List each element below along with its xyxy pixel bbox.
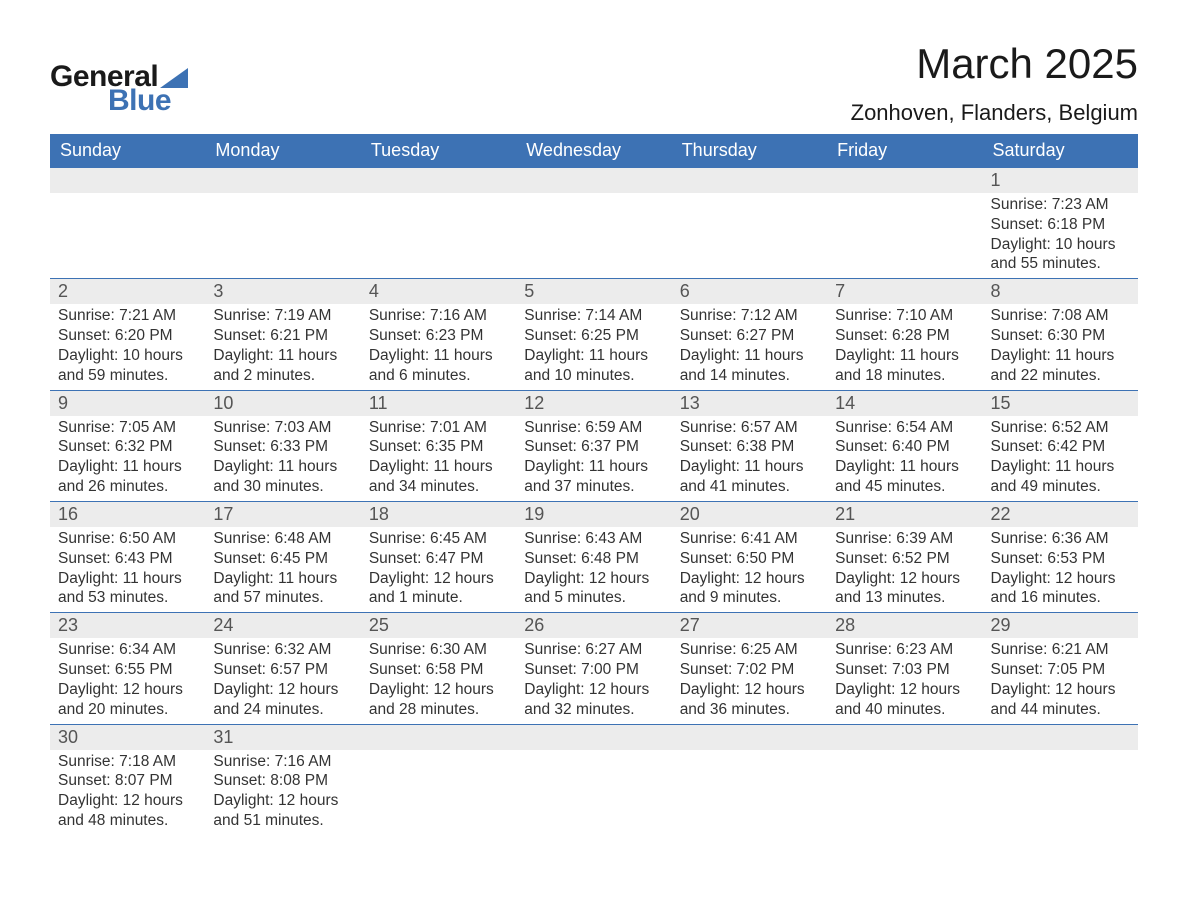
day-number: 24 bbox=[205, 613, 360, 638]
day-number: 26 bbox=[516, 613, 671, 638]
day-details bbox=[205, 193, 360, 213]
weekday-header: Monday bbox=[205, 134, 360, 168]
day-details: Sunrise: 7:08 AMSunset: 6:30 PMDaylight:… bbox=[983, 304, 1138, 389]
day-number: 12 bbox=[516, 391, 671, 416]
day-details: Sunrise: 7:05 AMSunset: 6:32 PMDaylight:… bbox=[50, 416, 205, 501]
day-details bbox=[516, 750, 671, 770]
calendar-header: SundayMondayTuesdayWednesdayThursdayFrid… bbox=[50, 134, 1138, 168]
day-number bbox=[983, 725, 1138, 749]
weekday-header: Sunday bbox=[50, 134, 205, 168]
day-details bbox=[827, 750, 982, 770]
day-details: Sunrise: 6:52 AMSunset: 6:42 PMDaylight:… bbox=[983, 416, 1138, 501]
day-number: 20 bbox=[672, 502, 827, 527]
day-number bbox=[50, 168, 205, 192]
page-header: General Blue March 2025 Zonhoven, Flande… bbox=[50, 40, 1138, 126]
day-number: 19 bbox=[516, 502, 671, 527]
day-details: Sunrise: 6:50 AMSunset: 6:43 PMDaylight:… bbox=[50, 527, 205, 612]
day-details: Sunrise: 7:16 AMSunset: 8:08 PMDaylight:… bbox=[205, 750, 360, 835]
day-number: 31 bbox=[205, 725, 360, 750]
day-number: 15 bbox=[983, 391, 1138, 416]
day-details: Sunrise: 6:23 AMSunset: 7:03 PMDaylight:… bbox=[827, 638, 982, 723]
day-number bbox=[361, 725, 516, 749]
title-block: March 2025 Zonhoven, Flanders, Belgium bbox=[851, 40, 1138, 126]
day-number bbox=[516, 725, 671, 749]
logo: General Blue bbox=[50, 60, 188, 118]
day-number: 9 bbox=[50, 391, 205, 416]
day-number: 27 bbox=[672, 613, 827, 638]
day-details: Sunrise: 6:41 AMSunset: 6:50 PMDaylight:… bbox=[672, 527, 827, 612]
month-title: March 2025 bbox=[851, 40, 1138, 88]
day-number: 7 bbox=[827, 279, 982, 304]
day-details: Sunrise: 7:16 AMSunset: 6:23 PMDaylight:… bbox=[361, 304, 516, 389]
day-number: 16 bbox=[50, 502, 205, 527]
day-details: Sunrise: 6:27 AMSunset: 7:00 PMDaylight:… bbox=[516, 638, 671, 723]
day-details: Sunrise: 6:32 AMSunset: 6:57 PMDaylight:… bbox=[205, 638, 360, 723]
day-details bbox=[361, 750, 516, 770]
day-details: Sunrise: 6:59 AMSunset: 6:37 PMDaylight:… bbox=[516, 416, 671, 501]
day-details: Sunrise: 6:48 AMSunset: 6:45 PMDaylight:… bbox=[205, 527, 360, 612]
day-number bbox=[827, 725, 982, 749]
day-number: 18 bbox=[361, 502, 516, 527]
day-details: Sunrise: 6:57 AMSunset: 6:38 PMDaylight:… bbox=[672, 416, 827, 501]
day-details bbox=[672, 193, 827, 213]
day-number bbox=[672, 168, 827, 192]
day-details bbox=[827, 193, 982, 213]
day-number: 17 bbox=[205, 502, 360, 527]
day-details: Sunrise: 6:25 AMSunset: 7:02 PMDaylight:… bbox=[672, 638, 827, 723]
day-number: 10 bbox=[205, 391, 360, 416]
day-number: 21 bbox=[827, 502, 982, 527]
day-details: Sunrise: 7:12 AMSunset: 6:27 PMDaylight:… bbox=[672, 304, 827, 389]
weekday-header: Thursday bbox=[672, 134, 827, 168]
weekday-header: Wednesday bbox=[516, 134, 671, 168]
day-number bbox=[205, 168, 360, 192]
weekday-header: Friday bbox=[827, 134, 982, 168]
logo-text-blue: Blue bbox=[108, 84, 188, 118]
day-number: 28 bbox=[827, 613, 982, 638]
day-details: Sunrise: 7:23 AMSunset: 6:18 PMDaylight:… bbox=[983, 193, 1138, 278]
day-number: 13 bbox=[672, 391, 827, 416]
day-details bbox=[50, 193, 205, 213]
day-details: Sunrise: 6:30 AMSunset: 6:58 PMDaylight:… bbox=[361, 638, 516, 723]
day-details: Sunrise: 7:14 AMSunset: 6:25 PMDaylight:… bbox=[516, 304, 671, 389]
day-details: Sunrise: 6:45 AMSunset: 6:47 PMDaylight:… bbox=[361, 527, 516, 612]
day-details: Sunrise: 6:34 AMSunset: 6:55 PMDaylight:… bbox=[50, 638, 205, 723]
day-details: Sunrise: 6:36 AMSunset: 6:53 PMDaylight:… bbox=[983, 527, 1138, 612]
day-number: 29 bbox=[983, 613, 1138, 638]
day-details: Sunrise: 6:21 AMSunset: 7:05 PMDaylight:… bbox=[983, 638, 1138, 723]
day-details: Sunrise: 7:19 AMSunset: 6:21 PMDaylight:… bbox=[205, 304, 360, 389]
day-number: 11 bbox=[361, 391, 516, 416]
day-details: Sunrise: 7:21 AMSunset: 6:20 PMDaylight:… bbox=[50, 304, 205, 389]
day-details bbox=[516, 193, 671, 213]
day-number: 1 bbox=[983, 168, 1138, 193]
day-details: Sunrise: 7:01 AMSunset: 6:35 PMDaylight:… bbox=[361, 416, 516, 501]
day-number: 8 bbox=[983, 279, 1138, 304]
day-details: Sunrise: 6:54 AMSunset: 6:40 PMDaylight:… bbox=[827, 416, 982, 501]
day-details bbox=[983, 750, 1138, 770]
day-details bbox=[361, 193, 516, 213]
day-number: 6 bbox=[672, 279, 827, 304]
day-number bbox=[516, 168, 671, 192]
day-number: 25 bbox=[361, 613, 516, 638]
day-number: 22 bbox=[983, 502, 1138, 527]
day-details: Sunrise: 6:39 AMSunset: 6:52 PMDaylight:… bbox=[827, 527, 982, 612]
day-number: 30 bbox=[50, 725, 205, 750]
weekday-header: Tuesday bbox=[361, 134, 516, 168]
location: Zonhoven, Flanders, Belgium bbox=[851, 100, 1138, 126]
day-number: 5 bbox=[516, 279, 671, 304]
day-details bbox=[672, 750, 827, 770]
day-details: Sunrise: 7:10 AMSunset: 6:28 PMDaylight:… bbox=[827, 304, 982, 389]
weekday-header: Saturday bbox=[983, 134, 1138, 168]
day-number: 14 bbox=[827, 391, 982, 416]
day-number: 2 bbox=[50, 279, 205, 304]
day-number: 3 bbox=[205, 279, 360, 304]
day-number bbox=[672, 725, 827, 749]
day-number bbox=[361, 168, 516, 192]
day-number bbox=[827, 168, 982, 192]
day-number: 4 bbox=[361, 279, 516, 304]
day-details: Sunrise: 6:43 AMSunset: 6:48 PMDaylight:… bbox=[516, 527, 671, 612]
calendar-table: SundayMondayTuesdayWednesdayThursdayFrid… bbox=[50, 134, 1138, 835]
day-details: Sunrise: 7:03 AMSunset: 6:33 PMDaylight:… bbox=[205, 416, 360, 501]
day-details: Sunrise: 7:18 AMSunset: 8:07 PMDaylight:… bbox=[50, 750, 205, 835]
day-number: 23 bbox=[50, 613, 205, 638]
